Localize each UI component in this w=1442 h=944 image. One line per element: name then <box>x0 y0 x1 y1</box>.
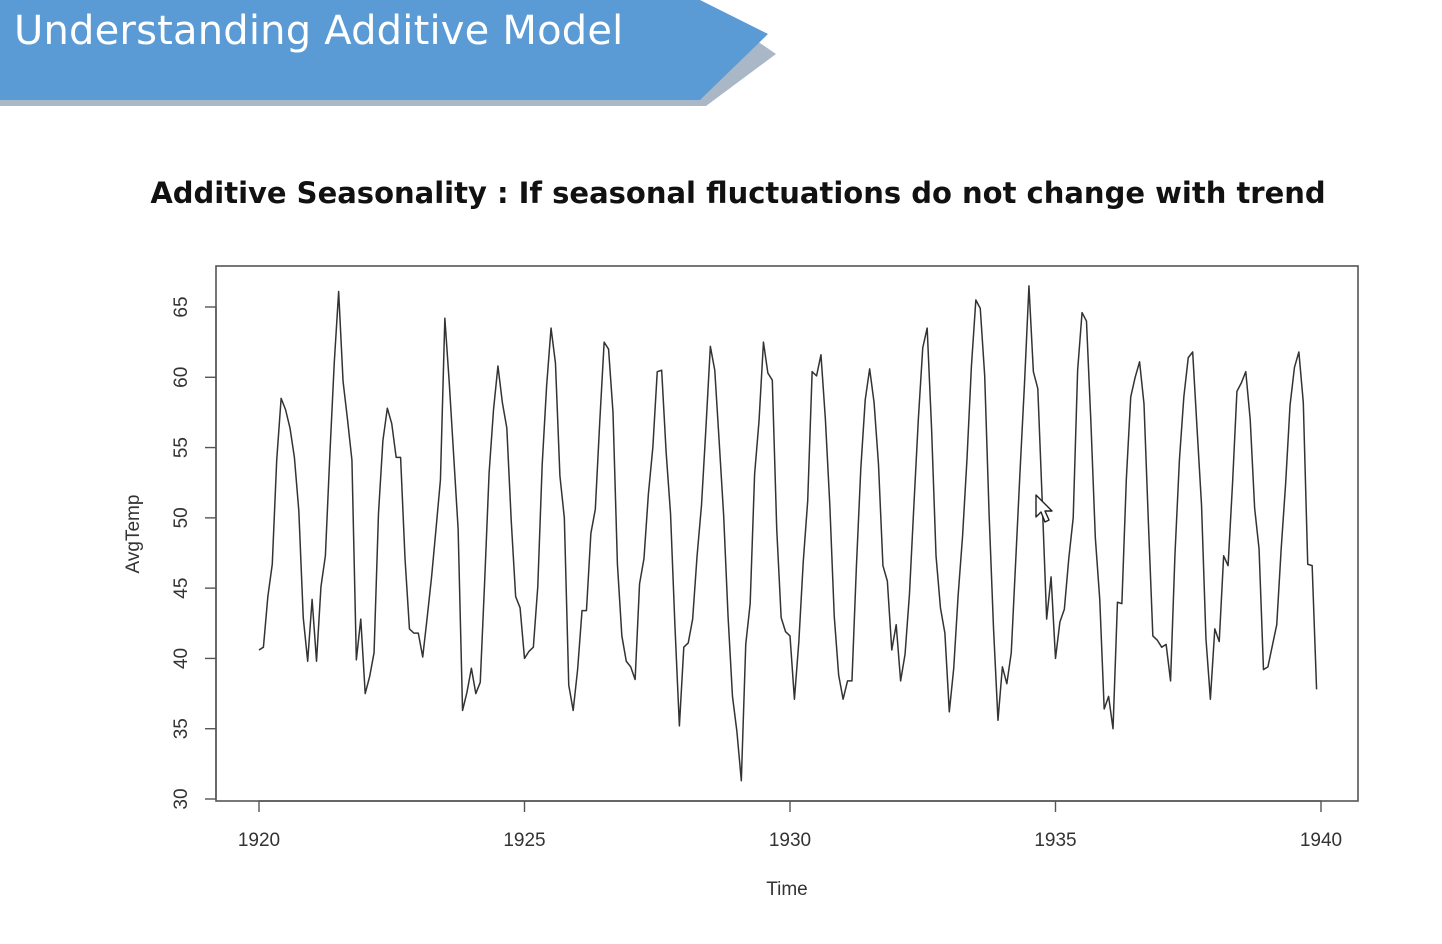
y-tick-label: 65 <box>171 296 192 317</box>
x-tick-label: 1925 <box>503 830 545 851</box>
y-tick-label: 35 <box>171 718 192 739</box>
x-tick-label: 1930 <box>769 830 811 851</box>
plot-frame <box>215 265 1359 802</box>
y-tick-label: 40 <box>171 648 192 669</box>
y-tick-label: 45 <box>171 578 192 599</box>
y-tick-label: 55 <box>171 437 192 458</box>
x-tick-label: 1940 <box>1300 830 1342 851</box>
x-tick-label: 1920 <box>238 830 280 851</box>
y-tick-label: 30 <box>171 788 192 809</box>
x-tick-label: 1935 <box>1034 830 1076 851</box>
mouse-cursor-icon <box>1035 494 1053 523</box>
slide-title: Understanding Additive Model <box>14 8 624 54</box>
slide-subtitle: Additive Seasonality : If seasonal fluct… <box>150 176 1326 210</box>
y-tick-label: 60 <box>171 367 192 388</box>
banner-arrow-shape <box>0 0 776 106</box>
series-line <box>258 285 1318 782</box>
title-banner: Understanding Additive Model <box>0 0 780 108</box>
y-tick-label: 50 <box>171 507 192 528</box>
x-axis-title: Time <box>766 879 808 900</box>
y-axis-title: AvgTemp <box>123 495 144 574</box>
